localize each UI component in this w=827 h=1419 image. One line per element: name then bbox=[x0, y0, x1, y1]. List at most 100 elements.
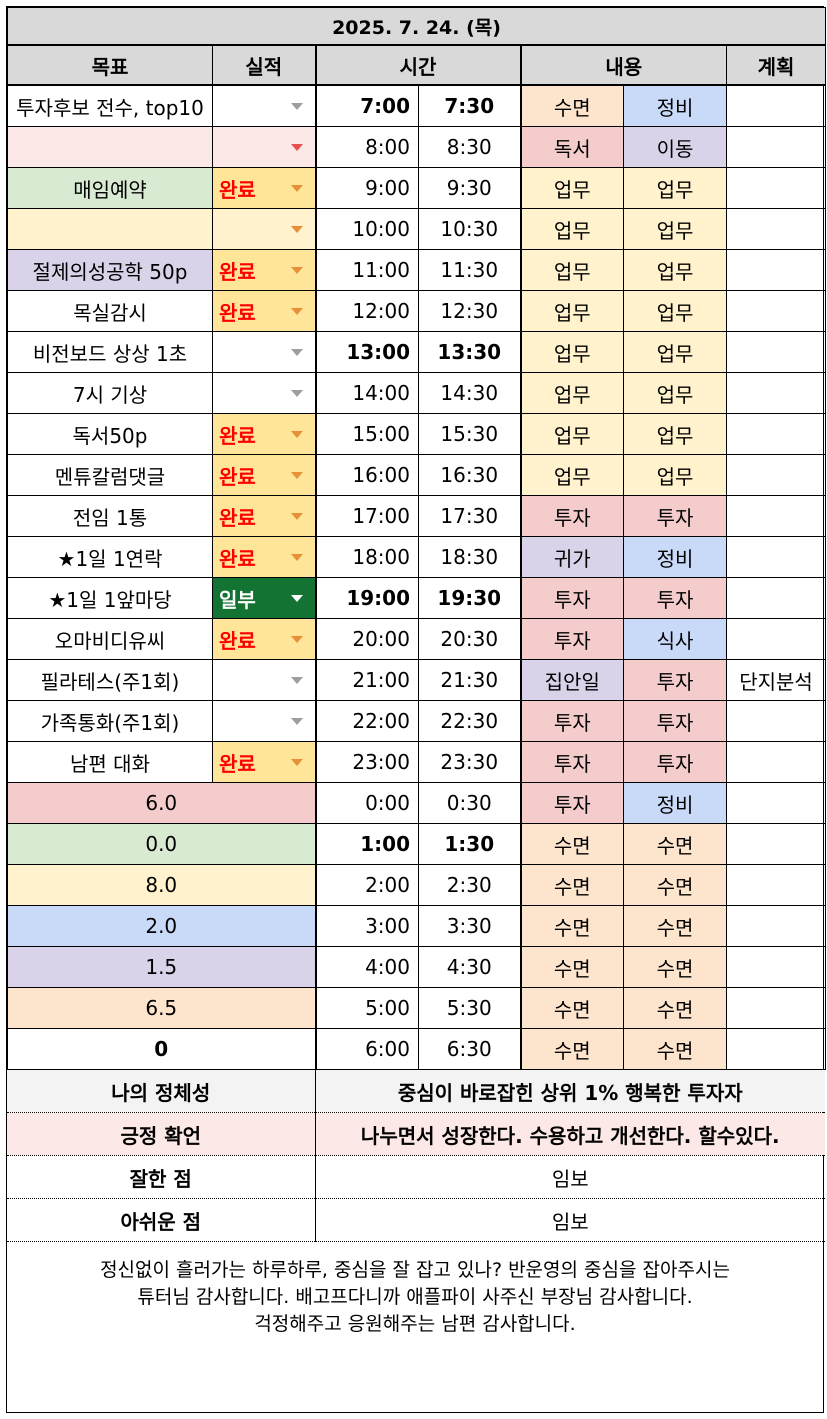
activity-cell[interactable]: 업무 bbox=[623, 208, 727, 250]
activity-cell[interactable]: 투자 bbox=[520, 741, 624, 783]
result-dropdown[interactable] bbox=[212, 331, 317, 373]
dropdown-arrow-icon[interactable] bbox=[290, 349, 303, 356]
time-end-cell[interactable]: 23:30 bbox=[418, 741, 522, 783]
activity-cell[interactable]: 식사 bbox=[623, 618, 727, 660]
time-end-cell[interactable]: 7:30 bbox=[418, 84, 522, 127]
activity-cell[interactable]: 수면 bbox=[520, 864, 624, 906]
dropdown-arrow-icon[interactable] bbox=[290, 554, 303, 561]
time-end-cell[interactable]: 13:30 bbox=[418, 331, 522, 373]
activity-cell[interactable]: 수면 bbox=[520, 946, 624, 988]
time-end-cell[interactable]: 20:30 bbox=[418, 618, 522, 660]
goal-cell[interactable]: 독서50p bbox=[7, 413, 213, 455]
result-dropdown[interactable]: 완료 bbox=[212, 741, 317, 783]
plan-header[interactable]: 계획 bbox=[725, 44, 827, 86]
result-dropdown[interactable] bbox=[212, 84, 317, 127]
plan-cell[interactable] bbox=[725, 987, 827, 1029]
dropdown-arrow-icon[interactable] bbox=[290, 718, 303, 725]
dropdown-arrow-icon[interactable] bbox=[290, 226, 303, 233]
time-end-cell[interactable]: 8:30 bbox=[418, 126, 522, 168]
time-start-cell[interactable]: 0:00 bbox=[315, 782, 419, 824]
did-well-label[interactable]: 잘한 점 bbox=[7, 1155, 316, 1199]
activity-cell[interactable]: 업무 bbox=[623, 454, 727, 496]
activity-cell[interactable]: 투자 bbox=[520, 577, 624, 619]
gratitude-message[interactable]: 정신없이 흘러가는 하루하루, 중심을 잘 잡고 있나? 반운영의 중심을 잡아… bbox=[7, 1257, 823, 1338]
dropdown-arrow-icon[interactable] bbox=[290, 759, 303, 766]
time-end-cell[interactable]: 14:30 bbox=[418, 372, 522, 414]
activity-cell[interactable]: 수면 bbox=[623, 864, 727, 906]
category-total-cell[interactable]: 1.5 bbox=[7, 946, 317, 988]
activity-cell[interactable]: 업무 bbox=[520, 167, 624, 209]
result-dropdown[interactable]: 완료 bbox=[212, 495, 317, 537]
time-end-cell[interactable]: 4:30 bbox=[418, 946, 522, 988]
affirmation-label[interactable]: 긍정 확언 bbox=[7, 1112, 316, 1156]
activity-cell[interactable]: 투자 bbox=[623, 577, 727, 619]
regret-label[interactable]: 아쉬운 점 bbox=[7, 1198, 316, 1242]
identity-label[interactable]: 나의 정체성 bbox=[7, 1070, 316, 1113]
did-well-value[interactable]: 임보 bbox=[315, 1155, 825, 1199]
activity-cell[interactable]: 투자 bbox=[623, 741, 727, 783]
plan-cell[interactable] bbox=[725, 741, 827, 783]
time-header[interactable]: 시간 bbox=[315, 44, 522, 86]
activity-cell[interactable]: 업무 bbox=[623, 249, 727, 291]
time-start-cell[interactable]: 17:00 bbox=[315, 495, 419, 537]
time-start-cell[interactable]: 4:00 bbox=[315, 946, 419, 988]
activity-cell[interactable]: 업무 bbox=[520, 249, 624, 291]
dropdown-arrow-icon[interactable] bbox=[290, 144, 303, 151]
time-end-cell[interactable]: 6:30 bbox=[418, 1028, 522, 1070]
plan-cell[interactable] bbox=[725, 864, 827, 906]
result-dropdown[interactable]: 완료 bbox=[212, 413, 317, 455]
time-end-cell[interactable]: 10:30 bbox=[418, 208, 522, 250]
regret-value[interactable]: 임보 bbox=[315, 1198, 825, 1242]
goal-cell[interactable]: 7시 기상 bbox=[7, 372, 213, 414]
activity-cell[interactable]: 업무 bbox=[520, 372, 624, 414]
dropdown-arrow-icon[interactable] bbox=[290, 185, 303, 192]
result-dropdown[interactable] bbox=[212, 208, 317, 250]
plan-cell[interactable] bbox=[725, 577, 827, 619]
goal-cell[interactable]: 가족통화(주1회) bbox=[7, 700, 213, 742]
time-start-cell[interactable]: 6:00 bbox=[315, 1028, 419, 1070]
activity-cell[interactable]: 업무 bbox=[623, 167, 727, 209]
activity-cell[interactable]: 수면 bbox=[623, 1028, 727, 1070]
activity-cell[interactable]: 정비 bbox=[623, 84, 727, 127]
plan-cell[interactable] bbox=[725, 536, 827, 578]
activity-cell[interactable]: 수면 bbox=[520, 1028, 624, 1070]
result-dropdown[interactable] bbox=[212, 659, 317, 701]
time-end-cell[interactable]: 2:30 bbox=[418, 864, 522, 906]
goal-cell[interactable]: ★1일 1연락 bbox=[7, 536, 213, 578]
time-start-cell[interactable]: 20:00 bbox=[315, 618, 419, 660]
activity-cell[interactable]: 업무 bbox=[520, 290, 624, 332]
result-dropdown[interactable]: 완료 bbox=[212, 536, 317, 578]
goal-cell[interactable]: 매임예약 bbox=[7, 167, 213, 209]
time-start-cell[interactable]: 2:00 bbox=[315, 864, 419, 906]
plan-cell[interactable] bbox=[725, 331, 827, 373]
activity-cell[interactable]: 투자 bbox=[520, 700, 624, 742]
time-start-cell[interactable]: 9:00 bbox=[315, 167, 419, 209]
goal-cell[interactable]: 전임 1통 bbox=[7, 495, 213, 537]
plan-cell[interactable] bbox=[725, 782, 827, 824]
time-end-cell[interactable]: 3:30 bbox=[418, 905, 522, 947]
activity-cell[interactable]: 업무 bbox=[623, 372, 727, 414]
identity-value[interactable]: 중심이 바로잡힌 상위 1% 행복한 투자자 bbox=[315, 1070, 825, 1113]
goal-cell[interactable]: 남편 대화 bbox=[7, 741, 213, 783]
activity-cell[interactable]: 수면 bbox=[520, 84, 624, 127]
goal-header[interactable]: 목표 bbox=[7, 44, 213, 86]
category-total-cell[interactable]: 6.0 bbox=[7, 782, 317, 824]
result-dropdown[interactable] bbox=[212, 372, 317, 414]
goal-cell[interactable]: ★1일 1앞마당 bbox=[7, 577, 213, 619]
time-start-cell[interactable]: 16:00 bbox=[315, 454, 419, 496]
activity-cell[interactable]: 독서 bbox=[520, 126, 624, 168]
plan-cell[interactable] bbox=[725, 700, 827, 742]
goal-cell[interactable]: 오마비디유씨 bbox=[7, 618, 213, 660]
plan-cell[interactable] bbox=[725, 823, 827, 865]
time-end-cell[interactable]: 15:30 bbox=[418, 413, 522, 455]
activity-cell[interactable]: 수면 bbox=[623, 823, 727, 865]
category-total-cell[interactable]: 8.0 bbox=[7, 864, 317, 906]
dropdown-arrow-icon[interactable] bbox=[290, 595, 303, 602]
plan-cell[interactable]: 단지분석 bbox=[725, 659, 827, 701]
plan-cell[interactable] bbox=[725, 208, 827, 250]
affirmation-value[interactable]: 나누면서 성장한다. 수용하고 개선한다. 할수있다. bbox=[315, 1112, 825, 1156]
goal-cell[interactable] bbox=[7, 126, 213, 168]
time-end-cell[interactable]: 11:30 bbox=[418, 249, 522, 291]
dropdown-arrow-icon[interactable] bbox=[290, 390, 303, 397]
time-start-cell[interactable]: 12:00 bbox=[315, 290, 419, 332]
